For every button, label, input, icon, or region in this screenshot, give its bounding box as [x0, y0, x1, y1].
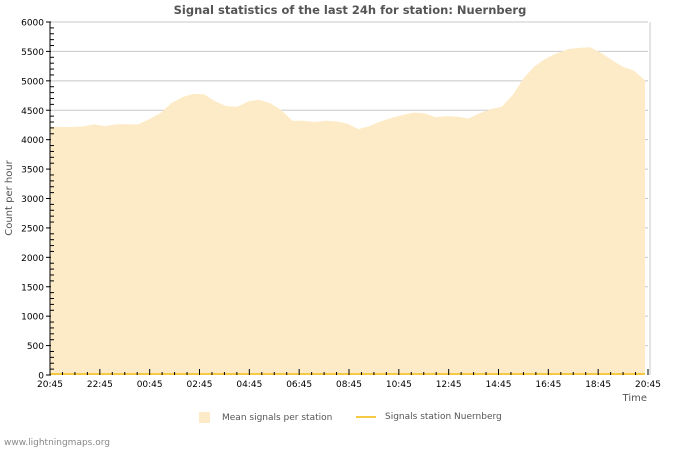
svg-text:6000: 6000 — [21, 19, 44, 29]
mean-signals-area — [50, 47, 645, 376]
y-axis-label: Count per hour — [4, 159, 15, 235]
svg-text:5000: 5000 — [21, 77, 44, 87]
svg-text:06:45: 06:45 — [286, 380, 312, 390]
x-axis-label: Time — [622, 393, 647, 404]
svg-text:2500: 2500 — [21, 224, 44, 234]
svg-text:4000: 4000 — [21, 136, 44, 146]
svg-text:1000: 1000 — [21, 313, 44, 323]
svg-text:04:45: 04:45 — [236, 380, 262, 390]
svg-text:18:45: 18:45 — [585, 380, 611, 390]
svg-text:14:45: 14:45 — [486, 380, 512, 390]
legend-item-station[interactable]: Signals station Nuernberg — [356, 412, 502, 422]
svg-text:22:45: 22:45 — [87, 380, 113, 390]
svg-text:12:45: 12:45 — [436, 380, 462, 390]
svg-text:02:45: 02:45 — [187, 380, 213, 390]
y-axis-ticks: 0 500 1000 1500 2000 2500 3000 3500 4000 4500 5000… — [21, 19, 54, 382]
svg-text:00:45: 00:45 — [137, 380, 163, 390]
svg-text:3000: 3000 — [21, 195, 44, 205]
area-swatch-icon — [199, 412, 210, 423]
svg-text:1500: 1500 — [21, 283, 44, 293]
svg-text:0: 0 — [38, 372, 44, 382]
chart-plot: 0 500 1000 1500 2000 2500 3000 3500 4000 4500 5000… — [4, 19, 661, 405]
legend-item-mean[interactable]: Mean signals per station — [199, 412, 332, 423]
svg-text:10:45: 10:45 — [386, 380, 412, 390]
footer-link[interactable]: www.lightningmaps.org — [4, 438, 110, 448]
chart-title: Signal statistics of the last 24h for st… — [173, 3, 527, 17]
svg-text:20:45: 20:45 — [635, 380, 661, 390]
svg-text:2000: 2000 — [21, 254, 44, 264]
x-axis-ticks: 20:45 22:45 00:45 02:45 04:45 06:45 08:45 10:45… — [37, 369, 661, 390]
svg-text:08:45: 08:45 — [336, 380, 362, 390]
svg-text:20:45: 20:45 — [37, 380, 63, 390]
svg-text:3500: 3500 — [21, 166, 44, 176]
svg-text:5500: 5500 — [21, 48, 44, 58]
svg-text:500: 500 — [27, 342, 44, 352]
line-swatch-icon — [356, 416, 376, 418]
legend-label-station: Signals station Nuernberg — [385, 412, 502, 422]
svg-text:16:45: 16:45 — [535, 380, 561, 390]
svg-text:4500: 4500 — [21, 107, 44, 117]
legend-label-mean: Mean signals per station — [222, 412, 333, 423]
